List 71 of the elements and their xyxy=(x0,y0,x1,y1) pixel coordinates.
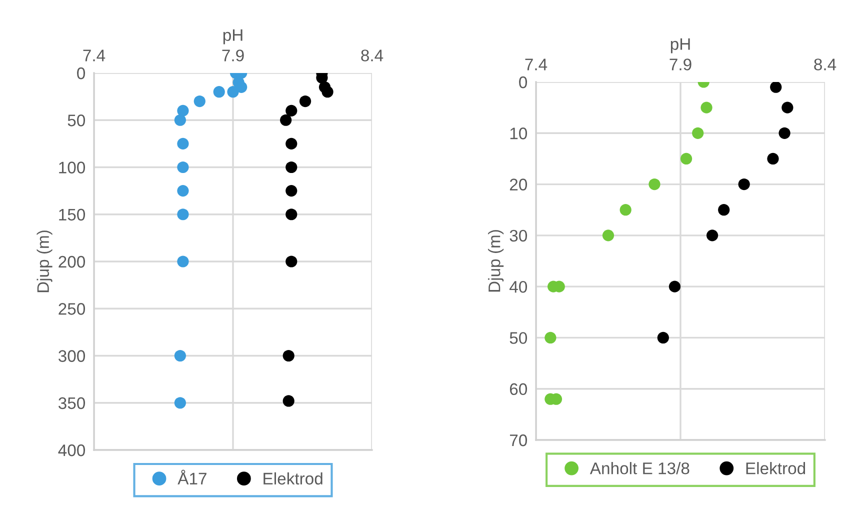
y-tick-label: 0 xyxy=(77,67,86,80)
point xyxy=(177,104,189,117)
point xyxy=(236,81,248,93)
point xyxy=(177,161,189,174)
y-tick-label: 70 xyxy=(510,434,528,446)
point xyxy=(286,256,298,268)
point xyxy=(177,256,189,268)
x-axis-title: pH xyxy=(223,29,242,44)
point xyxy=(700,102,712,114)
point xyxy=(738,178,750,190)
point xyxy=(280,114,292,126)
y-tick-label: 50 xyxy=(68,114,86,126)
y-axis-title: Djup (m) xyxy=(36,230,52,292)
point xyxy=(286,138,298,150)
point xyxy=(778,127,790,139)
point xyxy=(620,204,632,216)
point xyxy=(227,86,239,98)
y-tick-label: 150 xyxy=(59,208,86,221)
point xyxy=(706,230,718,242)
y-tick-label: 400 xyxy=(58,444,86,456)
point xyxy=(177,185,189,197)
point xyxy=(174,397,186,409)
point xyxy=(648,178,660,190)
y-tick-label: 40 xyxy=(510,280,528,293)
legend-label: Elektrod xyxy=(746,462,806,474)
point xyxy=(174,114,186,126)
point xyxy=(213,86,225,98)
x-tick-label: 8.4 xyxy=(361,50,384,62)
x-tick-label: 7.9 xyxy=(670,58,692,70)
y-tick-label: 30 xyxy=(510,230,528,242)
x-tick-label: 7.4 xyxy=(525,58,548,70)
point xyxy=(286,161,298,174)
legend-label: Anholt E 13/8 xyxy=(590,462,690,474)
y-tick-label: 350 xyxy=(58,397,86,410)
y-axis-title: Djup (m) xyxy=(488,230,504,292)
point xyxy=(668,280,681,292)
point xyxy=(602,230,614,242)
point xyxy=(692,127,704,139)
point xyxy=(299,95,312,108)
point xyxy=(718,204,730,216)
point xyxy=(174,350,186,362)
point xyxy=(767,152,779,165)
point xyxy=(680,152,692,165)
point xyxy=(194,95,206,108)
x-tick-label: 7.4 xyxy=(83,50,106,62)
point xyxy=(770,82,782,93)
point xyxy=(322,86,334,98)
legend-label: Å17 xyxy=(178,470,206,484)
y-tick-label: 0 xyxy=(519,76,528,88)
legend-label: Elektrod xyxy=(264,472,322,485)
point xyxy=(286,208,298,220)
y-tick-label: 300 xyxy=(58,350,86,362)
x-tick-label: 8.4 xyxy=(814,58,836,70)
point xyxy=(282,350,294,362)
y-tick-label: 60 xyxy=(510,383,528,396)
y-tick-label: 50 xyxy=(510,332,528,344)
y-tick-label: 20 xyxy=(510,178,528,190)
point xyxy=(177,138,189,150)
point xyxy=(657,332,669,344)
x-axis-title: pH xyxy=(670,38,690,54)
point xyxy=(286,185,298,197)
point xyxy=(177,208,189,220)
y-tick-label: 10 xyxy=(510,128,528,140)
y-tick-label: 200 xyxy=(58,256,86,268)
point xyxy=(282,395,294,407)
x-tick-label: 7.9 xyxy=(222,50,244,62)
point xyxy=(544,332,556,344)
point xyxy=(782,102,794,114)
y-tick-label: 100 xyxy=(59,162,86,174)
y-tick-label: 250 xyxy=(58,303,86,315)
point xyxy=(286,104,298,117)
